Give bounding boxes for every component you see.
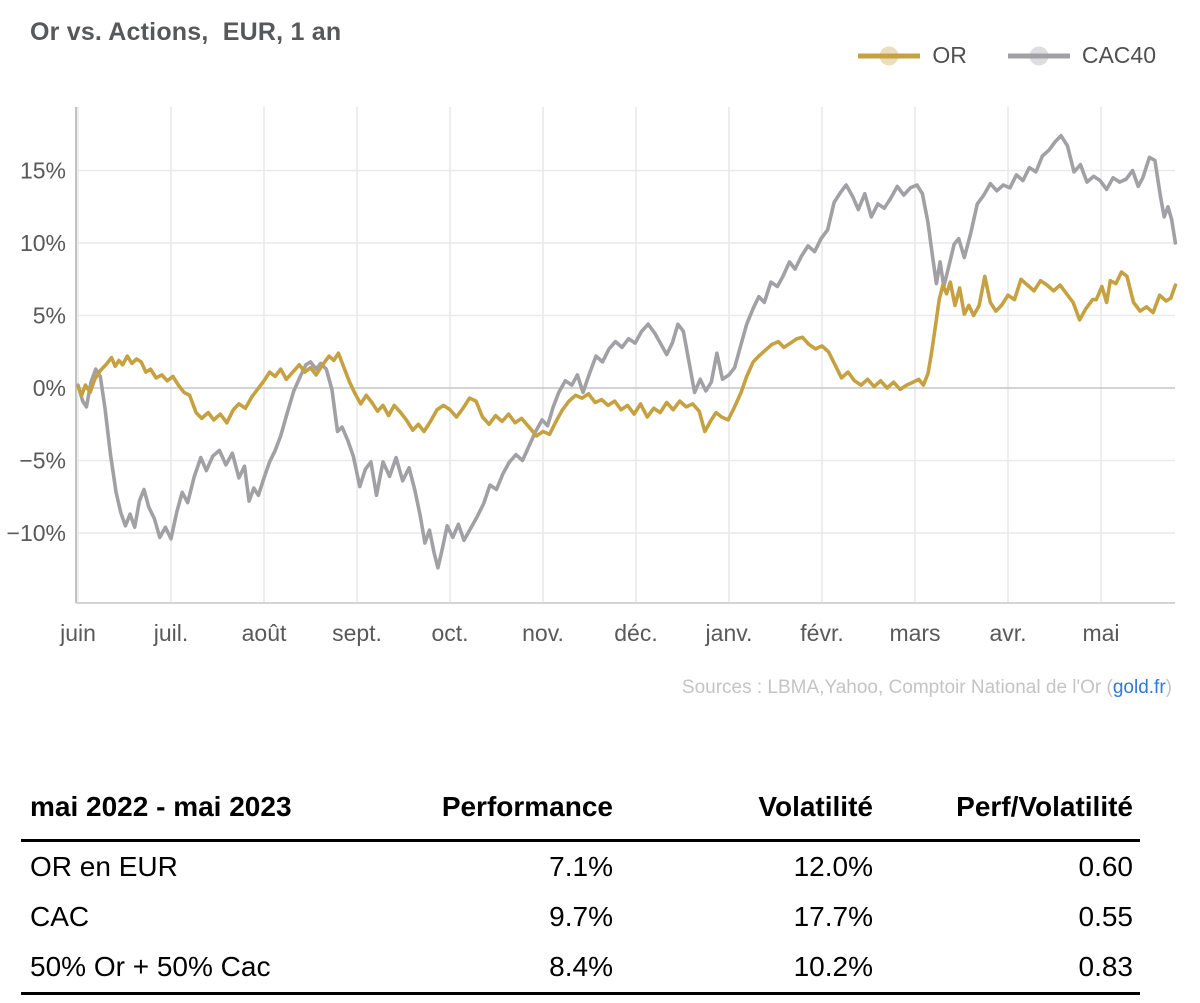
row-label: CAC [30, 901, 90, 932]
legend-item-cac40[interactable]: CAC40 [1007, 42, 1156, 69]
or-line-swatch [858, 46, 921, 65]
svg-text:−10%: −10% [7, 520, 66, 546]
header-volatility: Volatilité [758, 791, 873, 822]
row-perf-volatility: 0.83 [1078, 951, 1134, 982]
horizontal-gridlines [76, 169, 1175, 534]
row-performance: 9.7% [549, 901, 613, 932]
legend-label-cac40: CAC40 [1081, 42, 1156, 68]
header-performance: Performance [441, 791, 613, 822]
row-perf-volatility: 0.55 [1078, 901, 1134, 932]
table-row: 50% Or + 50% Cac 8.4% 10.2% 0.83 [21, 942, 1140, 994]
row-perf-volatility: 0.60 [1078, 851, 1134, 882]
cac40-series-line [76, 133, 1178, 570]
performance-table: mai 2022 - mai 2023 Performance Volatili… [21, 786, 1140, 995]
gold-fr-link[interactable]: gold.fr [1112, 677, 1166, 698]
table-row: CAC 9.7% 17.7% 0.55 [21, 892, 1140, 942]
svg-text:juin: juin [59, 620, 96, 646]
or-series-line [76, 270, 1178, 438]
row-volatility: 17.7% [793, 901, 873, 932]
legend-label-or: OR [932, 42, 967, 68]
svg-text:déc.: déc. [614, 620, 657, 646]
header-perf-volatility: Perf/Volatilité [956, 791, 1133, 822]
x-tick-labels: juin juil. août sept. oct. nov. déc. janv. févr.… [59, 620, 1119, 646]
svg-text:10%: 10% [20, 230, 66, 256]
svg-text:juil.: juil. [153, 620, 189, 646]
row-label: OR en EUR [30, 851, 178, 882]
svg-text:oct.: oct. [431, 620, 468, 646]
header-period: mai 2022 - mai 2023 [30, 791, 292, 822]
row-volatility: 10.2% [793, 951, 873, 982]
sources-text-suffix: ) [1165, 677, 1172, 698]
svg-text:0%: 0% [33, 375, 66, 401]
table-row: OR en EUR 7.1% 12.0% 0.60 [21, 841, 1140, 893]
svg-text:mars: mars [889, 620, 940, 646]
row-performance: 8.4% [549, 951, 613, 982]
svg-text:−5%: −5% [19, 448, 66, 474]
line-chart-plot: 15% 10% 5% 0% −5% −10% juin juil. août sept. oct. n… [7, 107, 1178, 646]
sources-caption: Sources : LBMA,Yahoo, Comptoir National … [682, 677, 1172, 699]
svg-text:janv.: janv. [705, 620, 753, 646]
legend-item-or[interactable]: OR [857, 42, 967, 69]
row-performance: 7.1% [549, 851, 613, 882]
y-tick-labels: 15% 10% 5% 0% −5% −10% [7, 158, 66, 547]
cac40-line-swatch [1007, 46, 1070, 65]
svg-text:mai: mai [1082, 620, 1119, 646]
svg-text:5%: 5% [33, 303, 66, 329]
svg-text:15%: 15% [20, 158, 66, 184]
vertical-gridlines [77, 107, 1102, 603]
svg-text:août: août [242, 620, 287, 646]
chart-legend: OR CAC40 [857, 42, 1156, 69]
row-label: 50% Or + 50% Cac [30, 951, 271, 982]
svg-text:nov.: nov. [522, 620, 564, 646]
row-volatility: 12.0% [793, 851, 873, 882]
table-header-row: mai 2022 - mai 2023 Performance Volatili… [21, 786, 1140, 841]
svg-text:févr.: févr. [800, 620, 843, 646]
sources-text: Sources : LBMA,Yahoo, Comptoir National … [681, 677, 1113, 698]
svg-text:avr.: avr. [989, 620, 1026, 646]
chart-title: Or vs. Actions, EUR, 1 an [30, 18, 342, 46]
svg-text:sept.: sept. [332, 620, 382, 646]
